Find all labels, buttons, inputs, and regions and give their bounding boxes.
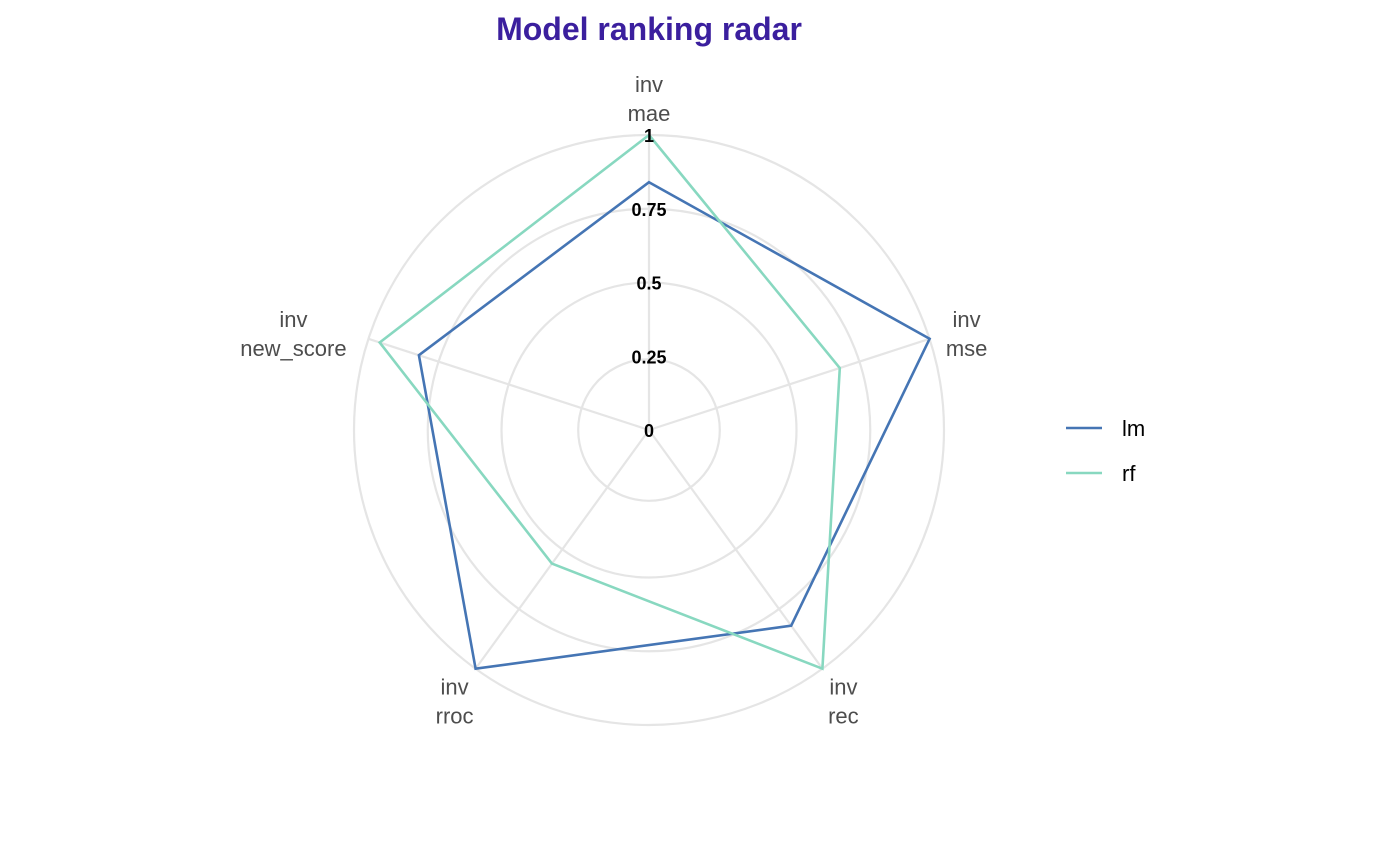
axis-label-line1: inv bbox=[635, 72, 663, 97]
axis-label-line2: rroc bbox=[436, 704, 474, 729]
axis-label-1: inv mse bbox=[946, 307, 988, 361]
axis-label-line2: new_score bbox=[240, 336, 346, 361]
axis-label-line2: rec bbox=[828, 704, 859, 729]
legend: lm rf bbox=[1066, 416, 1145, 486]
radial-ticks: 0 0.25 0.5 0.75 1 bbox=[631, 126, 666, 441]
radial-tick-label: 0.25 bbox=[631, 347, 666, 367]
axis-label-line1: inv bbox=[953, 307, 981, 332]
series-line-lm bbox=[417, 180, 932, 671]
series-lines bbox=[377, 133, 932, 671]
chart-title: Model ranking radar bbox=[496, 11, 802, 47]
axis-labels: inv mae inv mse inv rec inv rroc inv new_score bbox=[240, 72, 987, 729]
series-line-rf bbox=[377, 133, 842, 671]
grid-spoke bbox=[648, 337, 930, 432]
legend-label-lm: lm bbox=[1122, 416, 1145, 441]
radial-tick-label: 0 bbox=[644, 421, 654, 441]
axis-label-0: inv mae bbox=[628, 72, 671, 126]
radial-tick-label: 0.5 bbox=[636, 274, 661, 294]
grid bbox=[352, 133, 946, 727]
radial-tick-label: 0.75 bbox=[631, 200, 666, 220]
radial-tick-label: 1 bbox=[644, 126, 654, 146]
axis-label-2: inv rec bbox=[828, 675, 859, 729]
axis-label-3: inv rroc bbox=[436, 675, 474, 729]
legend-label-rf: rf bbox=[1122, 461, 1136, 486]
axis-label-line1: inv bbox=[279, 307, 307, 332]
grid-spoke bbox=[474, 429, 650, 670]
grid-spoke bbox=[648, 429, 824, 670]
axis-label-line2: mae bbox=[628, 101, 671, 126]
axis-label-line1: inv bbox=[829, 675, 857, 700]
axis-label-line2: mse bbox=[946, 336, 988, 361]
axis-label-4: inv new_score bbox=[240, 307, 346, 361]
axis-label-line1: inv bbox=[441, 675, 469, 700]
grid-spoke bbox=[368, 337, 650, 432]
